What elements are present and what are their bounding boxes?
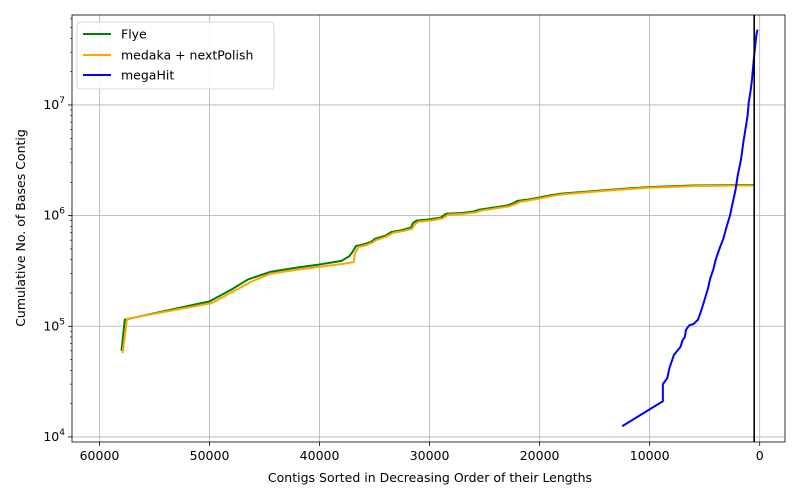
grid-layer: [72, 15, 785, 442]
series-line-megahit: [621, 29, 759, 428]
y-tick-label: 105: [43, 317, 65, 333]
x-tick-label: 40000: [300, 448, 340, 463]
x-tick-layer: 60000 50000 40000 30000 20000 10000 0: [80, 442, 764, 463]
y-tick-layer: 104 105 106 107: [43, 18, 72, 444]
plot-frame: [71, 14, 786, 443]
x-tick-label: 0: [756, 448, 764, 463]
x-tick-label: 20000: [520, 448, 560, 463]
series-line-medaka-nextpolish: [121, 184, 755, 354]
y-tick-label: 107: [43, 96, 65, 112]
y-tick-label: 104: [43, 428, 65, 444]
y-axis-label: Cumulative No. of Bases Contig: [13, 129, 28, 327]
legend-box: [76, 21, 275, 90]
legend: Flye medaka + nextPolish megaHit: [76, 21, 275, 90]
series-layer: [120, 29, 759, 428]
legend-label-megahit: megaHit: [121, 68, 174, 83]
y-tick-label: 106: [43, 207, 65, 223]
x-axis-label: Contigs Sorted in Decreasing Order of th…: [268, 470, 592, 485]
x-tick-label: 30000: [410, 448, 450, 463]
x-tick-label: 50000: [190, 448, 230, 463]
legend-label-flye: Flye: [121, 27, 147, 42]
legend-label-medaka-nextpolish: medaka + nextPolish: [121, 48, 253, 63]
x-tick-label: 10000: [630, 448, 670, 463]
x-tick-label: 60000: [80, 448, 120, 463]
